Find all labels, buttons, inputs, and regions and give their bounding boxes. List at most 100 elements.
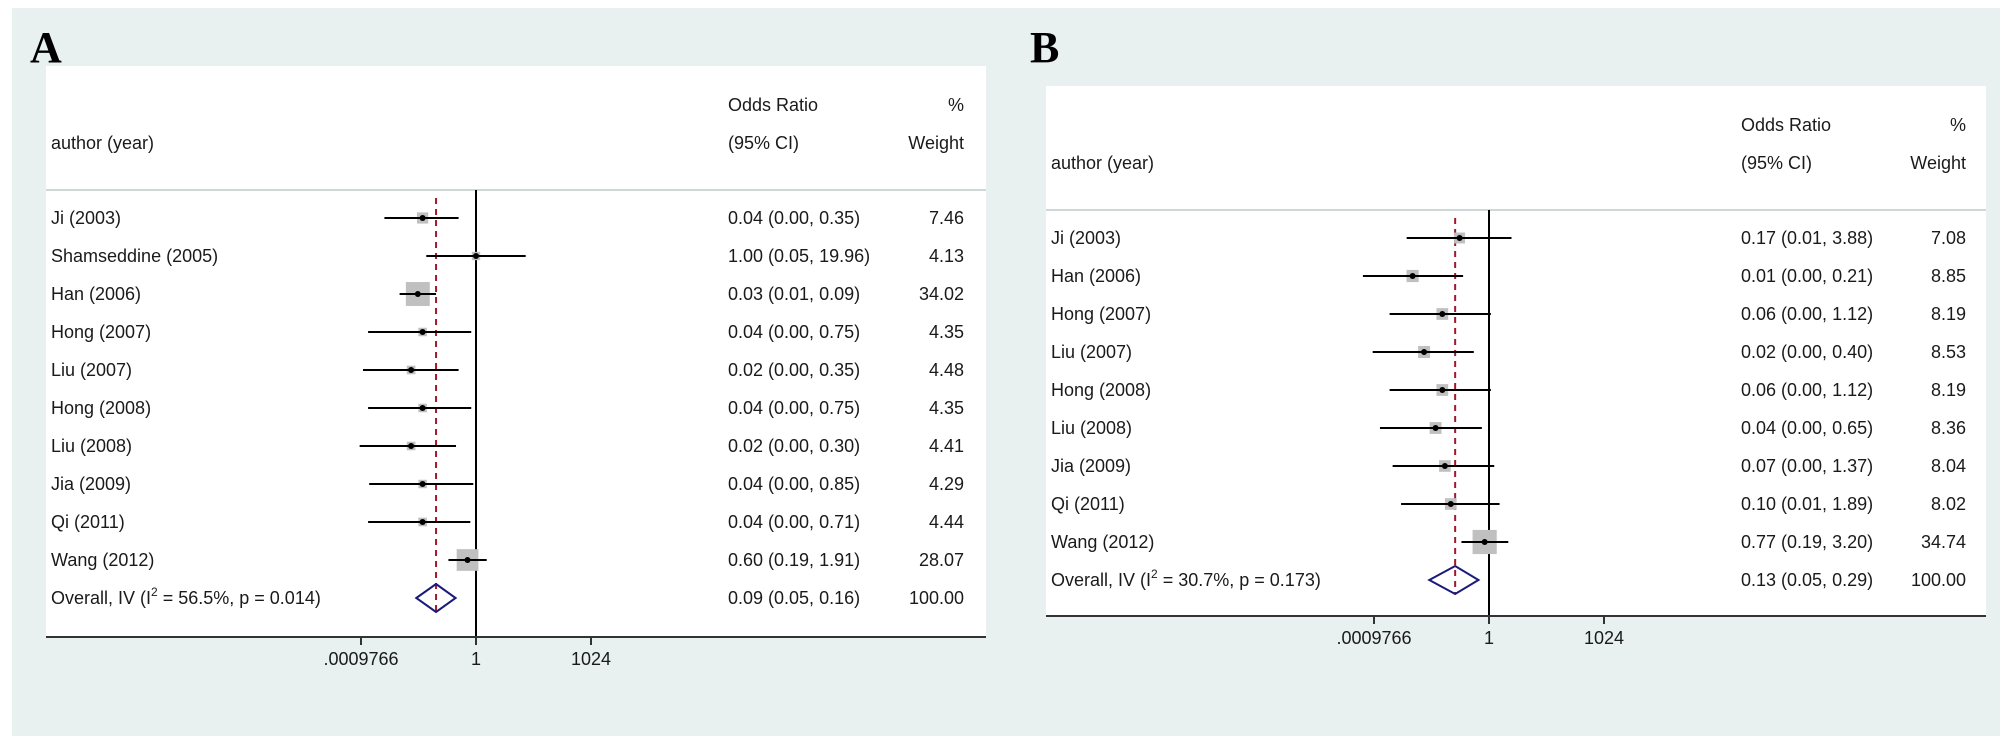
study-name: Han (2006) <box>51 284 141 304</box>
study-name: Hong (2008) <box>1051 380 1151 400</box>
point-estimate <box>419 405 426 411</box>
study-ci-text: 1.00 (0.05, 19.96) <box>728 246 870 266</box>
x-tick-label: 1 <box>471 649 481 669</box>
study-name: Qi (2011) <box>1051 494 1125 514</box>
study-name: Liu (2007) <box>1051 342 1132 362</box>
study-weight-text: 8.36 <box>1931 418 1966 438</box>
point-estimate <box>464 557 471 563</box>
header-study: author (year) <box>1051 153 1154 173</box>
header-weight-line2: Weight <box>908 133 964 153</box>
header-weight-line1: % <box>1950 115 1966 135</box>
study-weight-text: 4.35 <box>929 322 964 342</box>
header-weight-line1: % <box>948 95 964 115</box>
overall-label-suffix: = 56.5%, p = 0.014) <box>158 588 321 608</box>
overall-label-suffix: = 30.7%, p = 0.173) <box>1158 570 1321 590</box>
x-tick-label: 1024 <box>571 649 611 669</box>
study-weight-text: 7.08 <box>1931 228 1966 248</box>
study-weight-text: 4.29 <box>929 474 964 494</box>
study-ci-text: 0.77 (0.19, 3.20) <box>1741 532 1873 552</box>
plot-area <box>1046 86 1986 616</box>
study-ci-text: 0.02 (0.00, 0.30) <box>728 436 860 456</box>
panel-b-label: B <box>1030 23 1060 72</box>
overall-weight-text: 100.00 <box>909 588 964 608</box>
plot-area <box>46 66 986 636</box>
point-estimate <box>408 367 415 373</box>
point-estimate <box>1409 273 1416 279</box>
point-estimate <box>1447 501 1454 507</box>
study-ci-text: 0.06 (0.00, 1.12) <box>1741 380 1873 400</box>
study-weight-text: 4.48 <box>929 360 964 380</box>
header-effect-line2: (95% CI) <box>728 133 799 153</box>
study-weight-text: 8.19 <box>1931 304 1966 324</box>
point-estimate <box>419 215 426 221</box>
point-estimate <box>1456 235 1463 241</box>
study-name: Hong (2007) <box>1051 304 1151 324</box>
study-ci-text: 0.10 (0.01, 1.89) <box>1741 494 1873 514</box>
study-name: Jia (2009) <box>1051 456 1131 476</box>
study-ci-text: 0.03 (0.01, 0.09) <box>728 284 860 304</box>
point-estimate <box>1481 539 1488 545</box>
overall-ci-text: 0.09 (0.05, 0.16) <box>728 588 860 608</box>
study-name: Wang (2012) <box>51 550 154 570</box>
panel-a-label: A <box>30 23 62 72</box>
study-name: Liu (2008) <box>51 436 132 456</box>
study-name: Ji (2003) <box>1051 228 1121 248</box>
study-ci-text: 0.06 (0.00, 1.12) <box>1741 304 1873 324</box>
study-ci-text: 0.04 (0.00, 0.71) <box>728 512 860 532</box>
study-weight-text: 4.35 <box>929 398 964 418</box>
point-estimate <box>1439 311 1446 317</box>
point-estimate <box>1439 387 1446 393</box>
point-estimate <box>1421 349 1428 355</box>
study-name: Liu (2008) <box>1051 418 1132 438</box>
study-ci-text: 0.17 (0.01, 3.88) <box>1741 228 1873 248</box>
point-estimate <box>1432 425 1439 431</box>
study-weight-text: 8.85 <box>1931 266 1966 286</box>
study-weight-text: 34.74 <box>1921 532 1966 552</box>
study-ci-text: 0.04 (0.00, 0.65) <box>1741 418 1873 438</box>
overall-ci-text: 0.13 (0.05, 0.29) <box>1741 570 1873 590</box>
study-weight-text: 4.13 <box>929 246 964 266</box>
point-estimate <box>408 443 415 449</box>
study-ci-text: 0.04 (0.00, 0.35) <box>728 208 860 228</box>
x-tick-label: 1024 <box>1584 628 1624 648</box>
study-name: Jia (2009) <box>51 474 131 494</box>
header-effect-line1: Odds Ratio <box>1741 115 1831 135</box>
overall-weight-text: 100.00 <box>1911 570 1966 590</box>
study-name: Liu (2007) <box>51 360 132 380</box>
overall-label: Overall, IV (I2 = 30.7%, p = 0.173) <box>1051 567 1321 590</box>
study-ci-text: 0.60 (0.19, 1.91) <box>728 550 860 570</box>
overall-label-superscript: 2 <box>151 585 158 599</box>
study-name: Hong (2008) <box>51 398 151 418</box>
x-tick-label: .0009766 <box>323 649 398 669</box>
study-weight-text: 28.07 <box>919 550 964 570</box>
study-name: Wang (2012) <box>1051 532 1154 552</box>
study-ci-text: 0.04 (0.00, 0.75) <box>728 322 860 342</box>
study-name: Shamseddine (2005) <box>51 246 218 266</box>
pooled-diamond <box>1427 564 1481 596</box>
point-estimate <box>419 329 426 335</box>
x-tick-label: .0009766 <box>1336 628 1411 648</box>
overall-label: Overall, IV (I2 = 56.5%, p = 0.014) <box>51 585 321 608</box>
point-estimate <box>1441 463 1448 469</box>
forest-plot-a: Odds Ratio (95% CI)% Weight author (year) Ji… <box>46 66 986 669</box>
forest-plot-b: Odds Ratio (95% CI)% Weight author (year) Ji… <box>1046 86 1986 648</box>
header-study: author (year) <box>51 133 154 153</box>
study-weight-text: 8.04 <box>1931 456 1966 476</box>
x-tick-label: 1 <box>1484 628 1494 648</box>
header-effect-line1: Odds Ratio <box>728 95 818 115</box>
study-weight-text: 34.02 <box>919 284 964 304</box>
study-name: Qi (2011) <box>51 512 125 532</box>
study-ci-text: 0.01 (0.00, 0.21) <box>1741 266 1873 286</box>
overall-label-prefix: Overall, IV (I <box>51 588 151 608</box>
point-estimate <box>473 253 479 259</box>
study-weight-text: 8.53 <box>1931 342 1966 362</box>
study-ci-text: 0.02 (0.00, 0.40) <box>1741 342 1873 362</box>
study-name: Ji (2003) <box>51 208 121 228</box>
study-weight-text: 4.41 <box>929 436 964 456</box>
study-ci-text: 0.02 (0.00, 0.35) <box>728 360 860 380</box>
point-estimate <box>414 291 421 297</box>
header-weight-line2: Weight <box>1910 153 1966 173</box>
study-weight-text: 8.19 <box>1931 380 1966 400</box>
